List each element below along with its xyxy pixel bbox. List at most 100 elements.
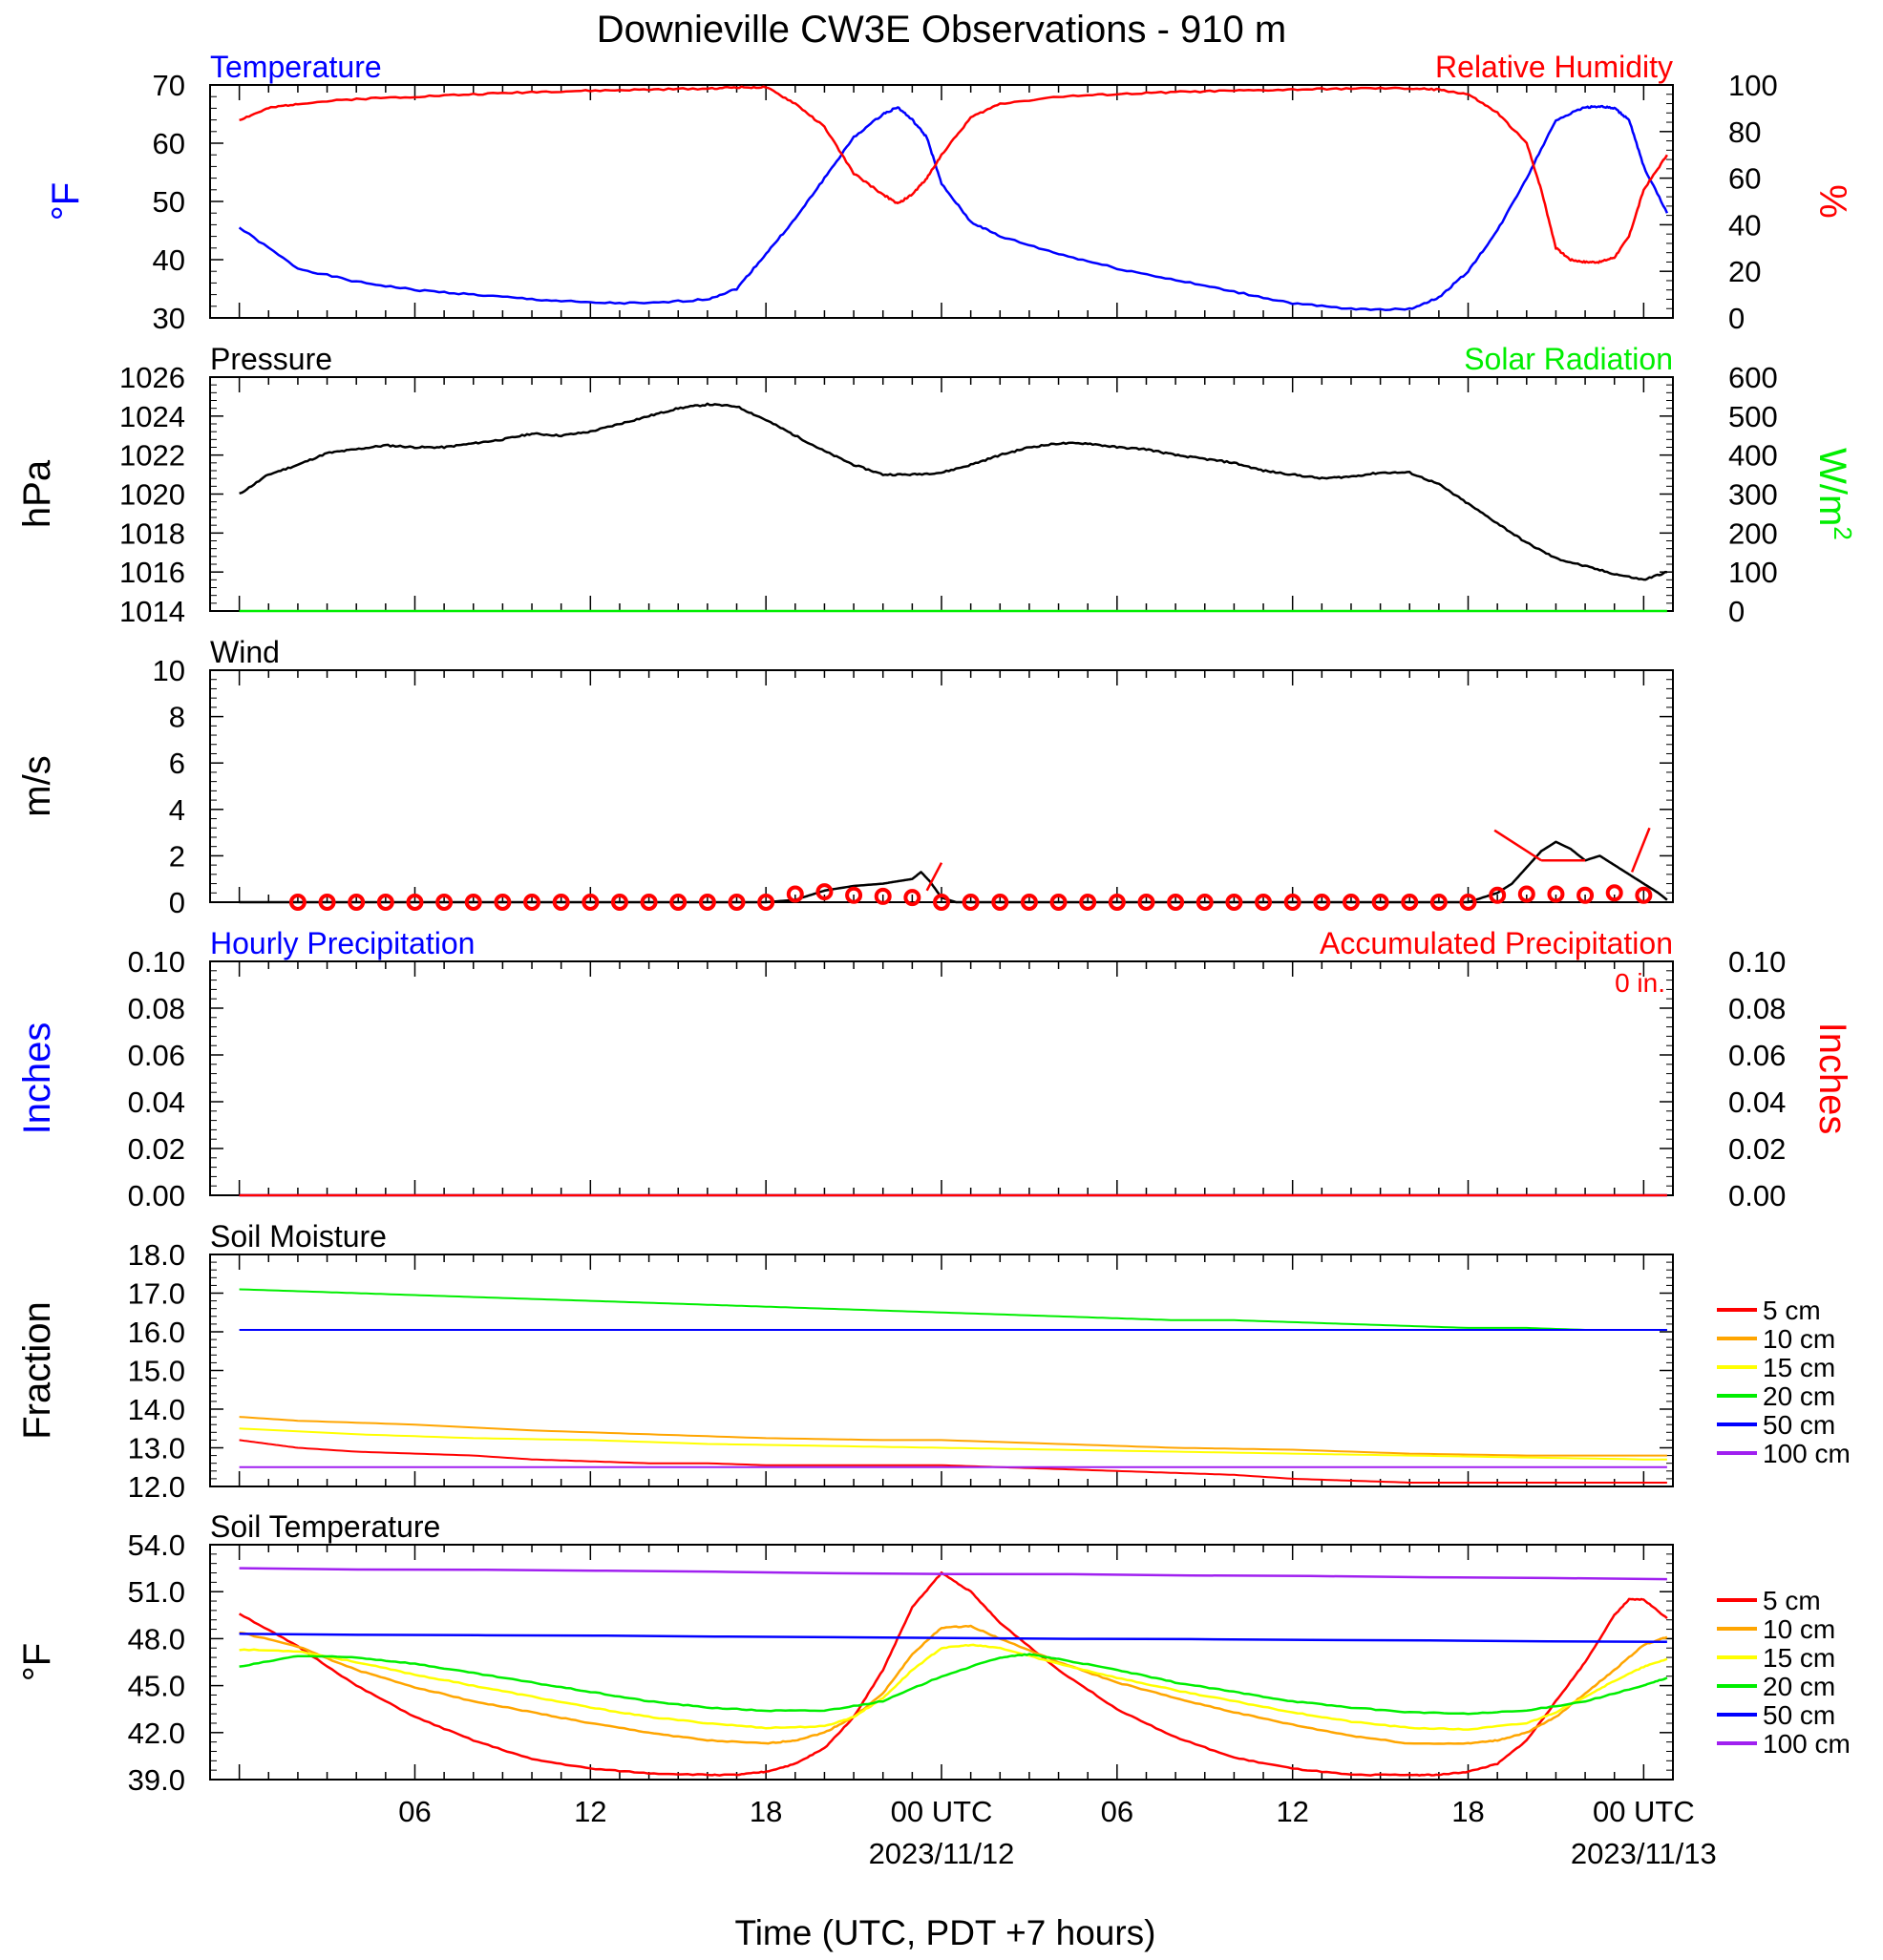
y-tick-label-left: 30 bbox=[153, 302, 185, 335]
legend-label: 5 cm bbox=[1763, 1586, 1821, 1615]
y-tick-label-right: 0.06 bbox=[1728, 1039, 1786, 1072]
wind-calm-marker bbox=[1635, 886, 1653, 904]
y-tick-label-right: 100 bbox=[1728, 69, 1778, 102]
series-line-15-cm bbox=[239, 1427, 1667, 1461]
wind-calm-marker bbox=[1576, 886, 1595, 904]
y-tick-label-right: 0.08 bbox=[1728, 992, 1786, 1025]
legend-label: 15 cm bbox=[1763, 1353, 1835, 1382]
wind-calm-marker bbox=[1283, 894, 1301, 911]
wind-panel: 0 2 4 6 8 10 Wind m/s bbox=[16, 635, 1674, 919]
series-line-temperature bbox=[238, 104, 1669, 311]
wind-calm-marker bbox=[288, 894, 307, 911]
y-tick-label-left: 18.0 bbox=[128, 1238, 185, 1272]
wind-calm-marker bbox=[1137, 894, 1155, 911]
y-tick-label-left: 70 bbox=[153, 69, 185, 102]
x-tick-label: 18 bbox=[750, 1795, 782, 1828]
wind-calm-marker bbox=[1195, 894, 1214, 911]
wind-calm-marker bbox=[610, 894, 628, 911]
y-tick-label-right: 300 bbox=[1728, 478, 1778, 512]
y-tick-label-right: 0 bbox=[1728, 595, 1745, 628]
y-tick-label-right: 0.10 bbox=[1728, 945, 1786, 979]
series-line-5-cm bbox=[239, 1439, 1667, 1484]
precip-total-annotation: 0 in. bbox=[1615, 968, 1665, 998]
wind-calm-marker bbox=[376, 894, 394, 911]
x-tick-label: 06 bbox=[1101, 1795, 1133, 1828]
y-tick-label-right: 0.04 bbox=[1728, 1085, 1786, 1119]
legend-label: 50 cm bbox=[1763, 1410, 1835, 1440]
wind-calm-marker bbox=[1342, 894, 1360, 911]
legend-label: 5 cm bbox=[1763, 1296, 1821, 1325]
y-axis-title-left: hPa bbox=[16, 459, 58, 528]
y-tick-label-left: 14.0 bbox=[128, 1393, 185, 1426]
y-tick-label-left: 17.0 bbox=[128, 1277, 185, 1311]
wind-calm-marker bbox=[1489, 886, 1507, 904]
x-tick-date-label: 2023/11/13 bbox=[1571, 1837, 1717, 1870]
y-tick-label-left: 54.0 bbox=[128, 1528, 185, 1562]
y-tick-label-right: 400 bbox=[1728, 439, 1778, 473]
wind-direction-stick bbox=[1630, 827, 1651, 873]
x-tick-label: 00 UTC bbox=[891, 1795, 993, 1828]
wind-calm-marker bbox=[582, 894, 600, 911]
y-tick-label-right: 600 bbox=[1728, 361, 1778, 394]
y-tick-label-left: 1026 bbox=[119, 361, 185, 394]
y-tick-label-right: 100 bbox=[1728, 556, 1778, 589]
soil-temperature-panel: 39.0 42.0 45.0 48.0 51.0 54.0 Soil Temperature… bbox=[16, 1509, 1851, 1797]
y-tick-label-left: 16.0 bbox=[128, 1316, 185, 1349]
wind-calm-marker bbox=[318, 894, 336, 911]
x-tick-label: 12 bbox=[574, 1795, 606, 1828]
panel-title-right: Solar Radiation bbox=[1464, 342, 1673, 376]
y-tick-label-left: 1022 bbox=[119, 439, 185, 473]
y-tick-label-left: 39.0 bbox=[128, 1763, 185, 1797]
wind-calm-marker bbox=[1079, 894, 1097, 911]
wind-calm-marker bbox=[640, 894, 658, 911]
y-tick-label-left: 4 bbox=[169, 793, 185, 827]
wind-calm-marker bbox=[1429, 894, 1448, 911]
temperature-humidity-panel: 30 40 50 60 70 0 20 40 60 80 100 Temperature Relativ… bbox=[45, 50, 1853, 335]
legend-label: 20 cm bbox=[1763, 1381, 1835, 1411]
y-tick-label-left: 0.06 bbox=[128, 1039, 185, 1072]
x-tick-label: 06 bbox=[398, 1795, 431, 1828]
y-tick-label-left: 1024 bbox=[119, 400, 185, 433]
wind-calm-marker bbox=[1605, 884, 1623, 902]
x-tick-date-label: 2023/11/12 bbox=[869, 1837, 1015, 1870]
series-line-20-cm bbox=[239, 1288, 1667, 1331]
wind-direction-stick bbox=[925, 862, 943, 892]
wind-calm-marker bbox=[786, 885, 804, 903]
panel-title-left: Hourly Precipitation bbox=[210, 926, 475, 960]
y-tick-label-left: 40 bbox=[153, 243, 185, 277]
y-tick-label-left: 0.10 bbox=[128, 945, 185, 979]
legend-label: 100 cm bbox=[1763, 1439, 1851, 1468]
panel-title-left: Soil Moisture bbox=[210, 1219, 387, 1254]
y-tick-label-left: 45.0 bbox=[128, 1670, 185, 1703]
y-tick-label-right: 500 bbox=[1728, 400, 1778, 433]
series-line-10-cm bbox=[239, 1624, 1668, 1745]
series-line-100-cm bbox=[239, 1567, 1667, 1581]
y-tick-label-left: 0.02 bbox=[128, 1132, 185, 1166]
wind-direction-stick bbox=[1493, 829, 1542, 862]
y-tick-label-left: 13.0 bbox=[128, 1432, 185, 1465]
y-tick-label-right: 0.02 bbox=[1728, 1132, 1786, 1166]
precipitation-panel: 0.00 0.02 0.04 0.06 0.08 0.10 0.00 0.02 0.04 0.06… bbox=[16, 926, 1853, 1212]
series-line-50-cm bbox=[239, 1633, 1667, 1643]
wind-calm-marker bbox=[1401, 894, 1419, 911]
wind-calm-marker bbox=[435, 894, 454, 911]
wind-calm-marker bbox=[1020, 894, 1038, 911]
wind-calm-marker bbox=[815, 883, 834, 901]
figure-title: Downieville CW3E Observations - 910 m bbox=[597, 9, 1286, 51]
panel-title-right: Relative Humidity bbox=[1435, 50, 1673, 84]
y-tick-label-left: 60 bbox=[153, 127, 185, 160]
y-tick-label-left: 1014 bbox=[119, 595, 185, 628]
panel-title-left: Pressure bbox=[210, 342, 332, 376]
y-axis-title-superscript: 2 bbox=[1829, 526, 1857, 539]
wind-calm-marker bbox=[1255, 894, 1273, 911]
wind-calm-marker bbox=[1225, 894, 1243, 911]
wind-calm-marker bbox=[464, 894, 482, 911]
wind-calm-marker bbox=[991, 894, 1009, 911]
series-line-20-cm bbox=[239, 1653, 1668, 1716]
panel-title-right: Accumulated Precipitation bbox=[1320, 926, 1673, 960]
y-tick-label-left: 1020 bbox=[119, 478, 185, 512]
x-axis-title: Time (UTC, PDT +7 hours) bbox=[734, 1913, 1155, 1952]
panel-title-left: Wind bbox=[210, 635, 280, 669]
y-tick-label-left: 48.0 bbox=[128, 1622, 185, 1655]
